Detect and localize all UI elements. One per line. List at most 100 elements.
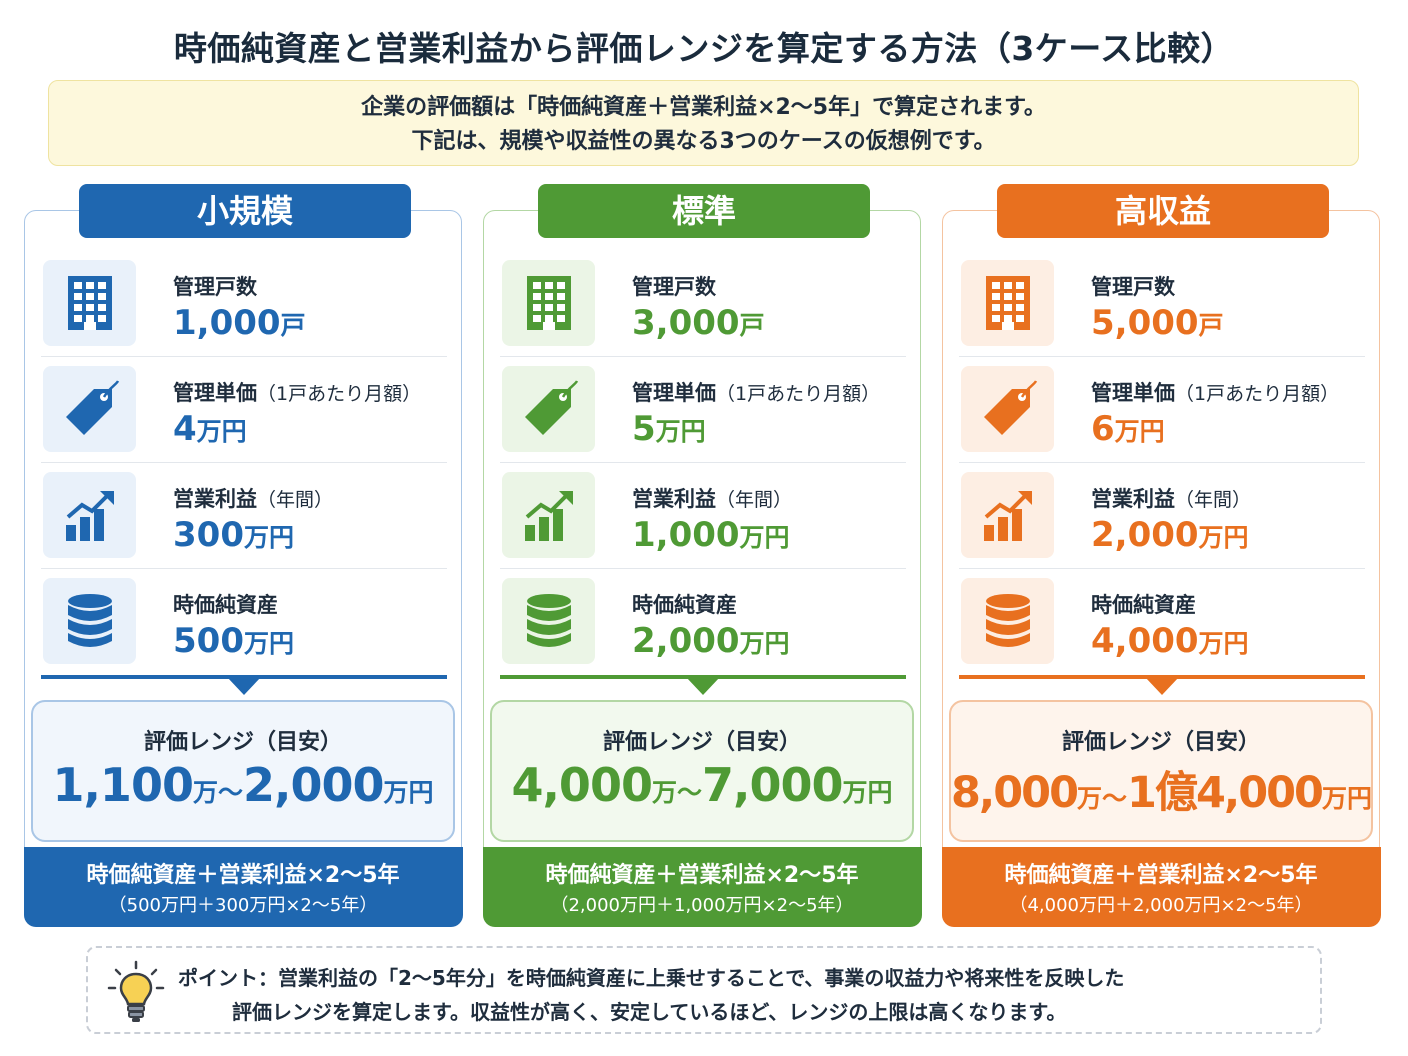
- unit-price-unit: 万円: [196, 417, 247, 446]
- down-arrow-icon: [227, 677, 261, 695]
- valuation-range-label: 評価レンジ（目安）: [1061, 730, 1260, 755]
- unit-price-sublabel: （1戸あたり月額）: [257, 383, 422, 405]
- operating-profit-row: 営業利益（年間） 1,000万円: [500, 463, 906, 569]
- managed-units-row: 管理戸数 5,000戸: [959, 251, 1365, 357]
- operating-profit-unit: 万円: [243, 523, 294, 552]
- building-icon: [502, 260, 595, 346]
- managed-units-value: 3,000戸: [632, 303, 765, 343]
- operating-profit-row: 営業利益（年間） 2,000万円: [959, 463, 1365, 569]
- managed-units-value: 5,000戸: [1091, 303, 1224, 343]
- operating-profit-value: 2,000万円: [1091, 515, 1249, 555]
- unit-price-value: 4万円: [173, 409, 247, 449]
- point-note-line-1: ポイント：営業利益の「2〜5年分」を時価純資産に上乗せすることで、事業の収益力や…: [178, 966, 1125, 990]
- case-title-tab: 小規模: [79, 184, 411, 238]
- price-tag-icon: [502, 366, 595, 452]
- operating-profit-value: 1,000万円: [632, 515, 790, 555]
- down-arrow-icon: [1145, 677, 1179, 695]
- row-separator: [500, 462, 906, 463]
- managed-units-label: 管理戸数: [632, 275, 716, 299]
- formula-text: 時価純資産＋営業利益×2〜5年: [86, 862, 400, 888]
- valuation-range-box: 評価レンジ（目安） 8,000万〜1億4,000万円: [949, 700, 1373, 842]
- unit-price-label: 管理単価（1戸あたり月額）: [173, 381, 422, 405]
- operating-profit-label: 営業利益（年間）: [1091, 487, 1252, 511]
- net-assets-unit: 万円: [243, 629, 294, 658]
- managed-units-unit: 戸: [1198, 311, 1224, 340]
- row-separator: [500, 568, 906, 569]
- valuation-range-label: 評価レンジ（目安）: [143, 730, 342, 755]
- page-title: 時価純資産と営業利益から評価レンジを算定する方法（3ケース比較）: [173, 29, 1235, 68]
- valuation-range-value: 4,000万〜7,000万円: [511, 758, 893, 812]
- database-icon: [502, 578, 595, 664]
- case-title-tab: 高収益: [997, 184, 1329, 238]
- database-icon: [961, 578, 1054, 664]
- unit-price-row: 管理単価（1戸あたり月額） 5万円: [500, 357, 906, 463]
- managed-units-label: 管理戸数: [173, 275, 257, 299]
- formula-text: 時価純資産＋営業利益×2〜5年: [1004, 862, 1318, 888]
- row-separator: [41, 356, 447, 357]
- managed-units-label: 管理戸数: [1091, 275, 1175, 299]
- operating-profit-label: 営業利益（年間）: [632, 487, 793, 511]
- valuation-range-value: 8,000万〜1億4,000万円: [951, 768, 1372, 818]
- operating-profit-label: 営業利益（年間）: [173, 487, 334, 511]
- net-assets-row: 時価純資産 2,000万円: [500, 569, 906, 675]
- operating-profit-sublabel: （年間）: [257, 489, 334, 511]
- row-separator: [959, 568, 1365, 569]
- net-assets-value: 4,000万円: [1091, 621, 1249, 661]
- managed-units-row: 管理戸数 3,000戸: [500, 251, 906, 357]
- intro-line-2: 下記は、規模や収益性の異なる3つのケースの仮想例です。: [411, 129, 996, 154]
- point-note: ポイント：営業利益の「2〜5年分」を時価純資産に上乗せすることで、事業の収益力や…: [86, 946, 1322, 1034]
- bar-chart-growth-icon: [502, 472, 595, 558]
- intro-line-1: 企業の評価額は「時価純資産＋営業利益×2〜5年」で算定されます。: [361, 95, 1046, 120]
- row-separator: [959, 462, 1365, 463]
- operating-profit-value: 300万円: [173, 515, 294, 555]
- valuation-range-value: 1,100万〜2,000万円: [52, 758, 434, 812]
- managed-units-value: 1,000戸: [173, 303, 306, 343]
- building-icon: [43, 260, 136, 346]
- row-separator: [500, 356, 906, 357]
- formula-detail: （2,000万円＋1,000万円×2〜5年）: [550, 894, 854, 916]
- price-tag-icon: [43, 366, 136, 452]
- unit-price-unit: 万円: [655, 417, 706, 446]
- formula-footer: 時価純資産＋営業利益×2〜5年 （500万円＋300万円×2〜5年）: [23, 846, 463, 927]
- net-assets-unit: 万円: [739, 629, 790, 658]
- valuation-range-box: 評価レンジ（目安） 4,000万〜7,000万円: [490, 700, 914, 842]
- valuation-range-label: 評価レンジ（目安）: [602, 730, 801, 755]
- bar-chart-growth-icon: [43, 472, 136, 558]
- formula-detail: （4,000万円＋2,000万円×2〜5年）: [1009, 894, 1313, 916]
- formula-footer: 時価純資産＋営業利益×2〜5年 （4,000万円＋2,000万円×2〜5年）: [941, 846, 1381, 927]
- operating-profit-sublabel: （年間）: [1175, 489, 1252, 511]
- operating-profit-unit: 万円: [1198, 523, 1249, 552]
- down-arrow-icon: [686, 677, 720, 695]
- row-separator: [41, 568, 447, 569]
- unit-price-value: 5万円: [632, 409, 706, 449]
- unit-price-unit: 万円: [1114, 417, 1165, 446]
- net-assets-row: 時価純資産 4,000万円: [959, 569, 1365, 675]
- case-card-small: 小規模 管理戸数 1,000戸 管理単価（1戸あたり月額） 4万円 営業利益（年…: [23, 184, 463, 927]
- unit-price-row: 管理単価（1戸あたり月額） 6万円: [959, 357, 1365, 463]
- intro-box: 企業の評価額は「時価純資産＋営業利益×2〜5年」で算定されます。 下記は、規模や…: [48, 80, 1359, 166]
- unit-price-label: 管理単価（1戸あたり月額）: [632, 381, 881, 405]
- operating-profit-sublabel: （年間）: [716, 489, 793, 511]
- bar-chart-growth-icon: [961, 472, 1054, 558]
- unit-price-sublabel: （1戸あたり月額）: [1175, 383, 1340, 405]
- operating-profit-row: 営業利益（年間） 300万円: [41, 463, 447, 569]
- building-icon: [961, 260, 1054, 346]
- point-note-line-2: 評価レンジを算定します。収益性が高く、安定しているほど、レンジの上限は高くなりま…: [232, 1000, 1067, 1024]
- net-assets-row: 時価純資産 500万円: [41, 569, 447, 675]
- unit-price-sublabel: （1戸あたり月額）: [716, 383, 881, 405]
- database-icon: [43, 578, 136, 664]
- valuation-range-box: 評価レンジ（目安） 1,100万〜2,000万円: [31, 700, 455, 842]
- managed-units-unit: 戸: [280, 311, 306, 340]
- net-assets-label: 時価純資産: [632, 593, 737, 617]
- formula-detail: （500万円＋300万円×2〜5年）: [108, 894, 378, 916]
- case-card-high-profit: 高収益 管理戸数 5,000戸 管理単価（1戸あたり月額） 6万円 営業利益（年…: [941, 184, 1381, 927]
- row-separator: [959, 356, 1365, 357]
- net-assets-label: 時価純資産: [1091, 593, 1196, 617]
- managed-units-unit: 戸: [739, 311, 765, 340]
- case-title-tab: 標準: [538, 184, 870, 238]
- net-assets-label: 時価純資産: [173, 593, 278, 617]
- case-card-standard: 標準 管理戸数 3,000戸 管理単価（1戸あたり月額） 5万円 営業利益（年間…: [482, 184, 922, 927]
- price-tag-icon: [961, 366, 1054, 452]
- net-assets-value: 500万円: [173, 621, 294, 661]
- unit-price-label: 管理単価（1戸あたり月額）: [1091, 381, 1340, 405]
